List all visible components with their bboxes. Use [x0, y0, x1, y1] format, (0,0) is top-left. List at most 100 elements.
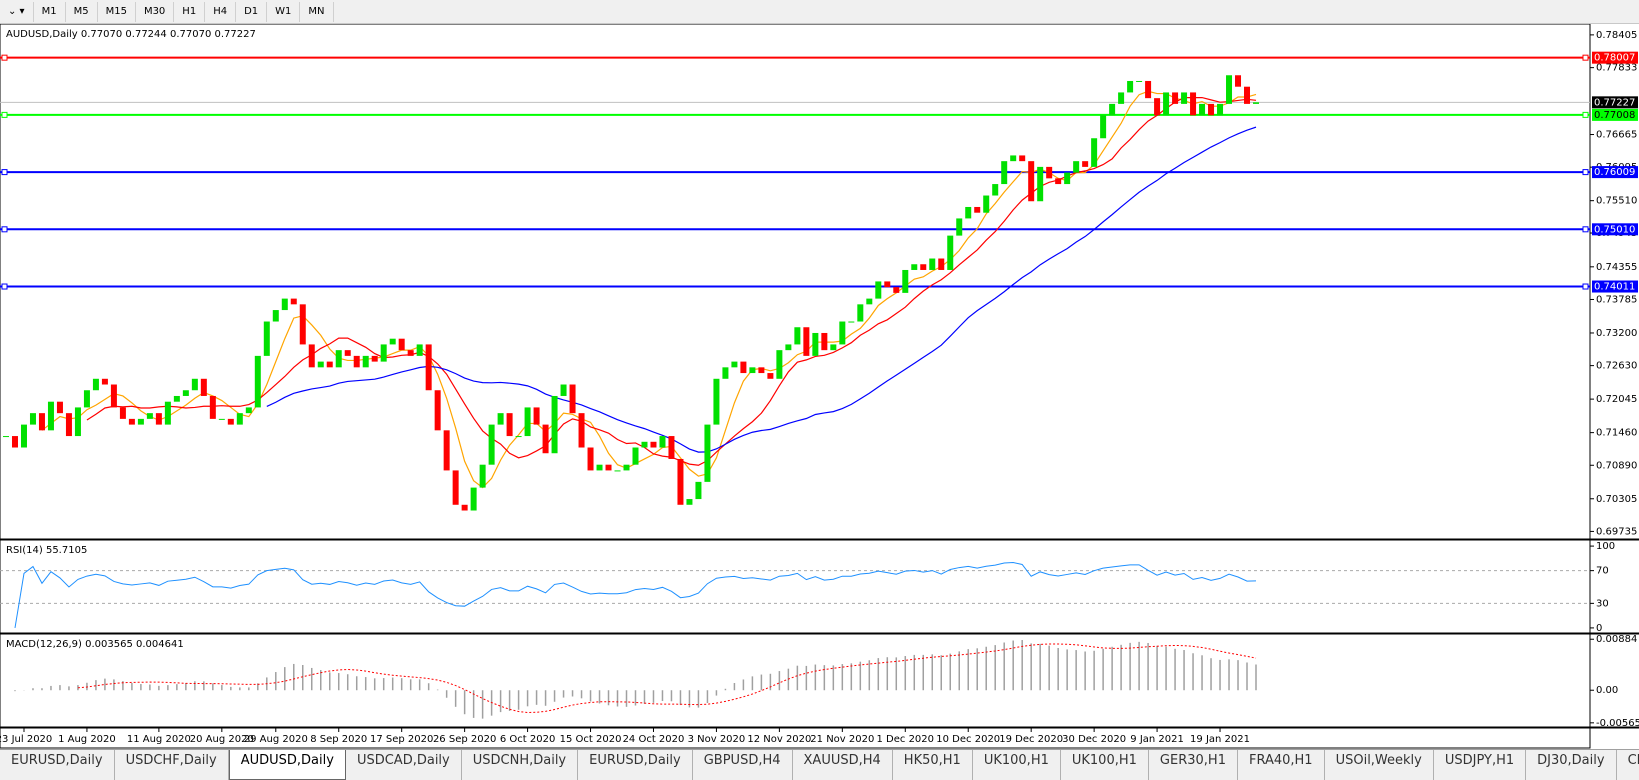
candle-body	[974, 206, 981, 213]
chart-tab[interactable]: USDCHF,Daily	[115, 750, 229, 780]
candle-body	[560, 384, 567, 396]
candle-body	[812, 332, 819, 356]
candle-body	[1055, 178, 1062, 185]
toolbar-icon[interactable]: ⌄ ▾	[0, 1, 34, 22]
x-tick-label: 21 Nov 2020	[810, 734, 874, 745]
tab-bar: EURUSD,Daily USDCHF,Daily AUDUSD,Daily USDC…	[0, 749, 1639, 780]
chart-tab[interactable]: USDJPY,H1	[1434, 750, 1527, 780]
x-tick-label: 19 Jan 2021	[1190, 734, 1250, 745]
chart-tab[interactable]: GER30,H1	[1149, 750, 1238, 780]
candle-body	[11, 436, 18, 448]
candle-body	[128, 418, 135, 425]
timeframe-button[interactable]: D1	[236, 1, 268, 22]
candle-body	[1199, 103, 1206, 116]
candle-body	[587, 447, 594, 471]
price-label-box	[1592, 51, 1638, 64]
candle-body	[524, 407, 531, 437]
x-tick-label: 30 Dec 2020	[1062, 734, 1126, 745]
candle-body	[668, 436, 675, 459]
candle-body	[749, 367, 756, 374]
candle-body	[182, 390, 189, 396]
y-tick-label: 0.73200	[1596, 328, 1637, 339]
x-tick-label: 1 Aug 2020	[58, 734, 116, 745]
chart-tab[interactable]: USDCAD,Daily	[346, 750, 462, 780]
candle-body	[713, 378, 720, 425]
candle-body	[119, 407, 126, 419]
candle-body	[695, 481, 702, 500]
candle-body	[218, 418, 225, 420]
rsi-line	[14, 562, 1257, 628]
chart-tab[interactable]: DJ30,Daily	[1526, 750, 1617, 780]
x-tick-label: 20 Aug 2020	[190, 734, 254, 745]
candle-body	[686, 499, 693, 505]
chart-tab[interactable]: AUDUSD,Daily	[228, 750, 346, 780]
chart-tab[interactable]: UK100,H1	[1061, 750, 1149, 780]
candle-body	[452, 470, 459, 505]
y-tick-label: 0.72630	[1596, 361, 1637, 372]
y-tick-label: 0.72045	[1596, 394, 1637, 405]
candle-body	[74, 407, 81, 437]
candle-body	[1064, 172, 1071, 185]
candle-body	[785, 344, 792, 351]
y-tick-label: 0.69735	[1596, 526, 1637, 537]
x-tick-label: 26 Sep 2020	[433, 734, 496, 745]
chart-tab[interactable]: USDCNH,Daily	[462, 750, 579, 780]
candle-body	[263, 321, 270, 356]
chart-tab[interactable]: GBPUSD,H4	[693, 750, 793, 780]
chart-tab[interactable]: FRA40,H1	[1238, 750, 1325, 780]
timeframe-button[interactable]: M30	[136, 1, 175, 22]
candle-body	[92, 378, 99, 391]
chart-frame	[0, 24, 1591, 749]
candle-body	[1136, 80, 1143, 82]
candle-body	[137, 418, 144, 425]
level-handle	[1, 283, 8, 290]
candle-body	[479, 464, 486, 488]
chart-tab[interactable]: CHINA300,H1	[1617, 750, 1639, 780]
y-tick-label: 0.73785	[1596, 294, 1637, 305]
candle-body	[146, 413, 153, 419]
timeframe-button[interactable]: M15	[98, 1, 136, 22]
candle-body	[965, 206, 972, 219]
candle-body	[407, 350, 414, 356]
rsi-title: RSI(14) 55.7105	[6, 545, 87, 556]
candle-body	[605, 464, 612, 471]
timeframe-button[interactable]: H1	[174, 1, 206, 22]
chart-tab[interactable]: EURUSD,Daily	[578, 750, 693, 780]
timeframe-button[interactable]: MN	[300, 1, 334, 22]
timeframe-button[interactable]: M1	[34, 1, 66, 22]
candle-body	[299, 304, 306, 345]
candle-body	[380, 344, 387, 362]
candle-body	[20, 424, 27, 448]
candle-body	[1127, 80, 1134, 93]
chart-tab[interactable]: EURUSD,Daily	[0, 750, 115, 780]
candle-body	[497, 413, 504, 425]
price-label-box	[1592, 280, 1638, 293]
timeframe-button[interactable]: W1	[267, 1, 301, 22]
x-tick-label: 17 Sep 2020	[370, 734, 433, 745]
candle-body	[1082, 161, 1089, 167]
candle-body	[1001, 161, 1008, 185]
candle-body	[767, 373, 774, 379]
candle-body	[308, 344, 315, 368]
x-tick-label: 12 Nov 2020	[747, 734, 811, 745]
candle-body	[1208, 103, 1215, 116]
timeframe-button[interactable]: M5	[66, 1, 98, 22]
candle-body	[1109, 103, 1116, 116]
x-tick-label: 15 Oct 2020	[560, 734, 622, 745]
y-tick-label: 0.70305	[1596, 494, 1637, 505]
timeframe-button[interactable]: H4	[205, 1, 237, 22]
candle-body	[947, 235, 954, 270]
candle-body	[839, 321, 846, 345]
y-tick-label: 100	[1596, 541, 1615, 552]
chart-tab[interactable]: UK100,H1	[973, 750, 1061, 780]
candle-body	[1244, 86, 1251, 104]
chart-tab[interactable]: USOil,Weekly	[1325, 750, 1434, 780]
chart-tab[interactable]: XAUUSD,H4	[793, 750, 893, 780]
chart-tab[interactable]: HK50,H1	[893, 750, 973, 780]
x-tick-label: 3 Nov 2020	[688, 734, 746, 745]
candle-body	[569, 384, 576, 414]
candle-body	[65, 413, 72, 437]
candle-body	[1172, 92, 1179, 104]
level-label: 0.75010	[1594, 224, 1635, 235]
